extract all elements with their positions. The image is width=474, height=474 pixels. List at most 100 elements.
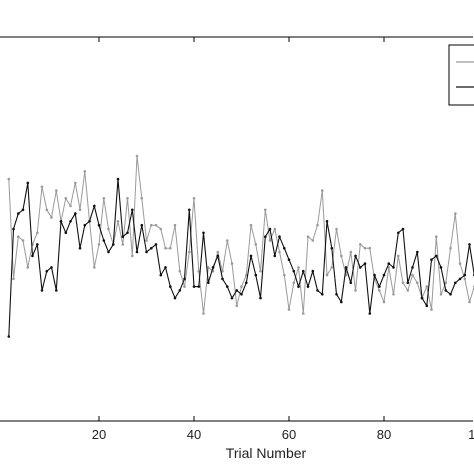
- series-2-point-68: [325, 220, 329, 223]
- series-2-point-11: [55, 289, 58, 292]
- series-2-point-16: [78, 246, 82, 250]
- series-1-point-70: [335, 227, 338, 231]
- series-2-point-67: [321, 293, 324, 296]
- series-2-point-84: [401, 227, 405, 231]
- series-1-point-66: [316, 223, 319, 227]
- series-2-point-47: [226, 285, 229, 288]
- series-1-point-22: [107, 227, 110, 231]
- series-2-point-38: [183, 277, 186, 281]
- series-1-point-21: [102, 197, 106, 200]
- series-2-point-1: [7, 335, 11, 338]
- series-1-point-19: [93, 266, 96, 269]
- series-2-point-57: [273, 254, 277, 258]
- legend: [448, 44, 474, 106]
- x-tick-label-20: 20: [92, 427, 106, 442]
- series-1-point-63: [302, 312, 305, 315]
- series-2-point-39: [188, 208, 191, 212]
- series-layer: [7, 154, 474, 338]
- series-2-point-12: [59, 220, 63, 223]
- series-1-point-11: [55, 189, 58, 192]
- series-2-point-32: [154, 243, 158, 246]
- series-2-point-96: [458, 277, 462, 281]
- series-1-point-59: [283, 273, 286, 277]
- series-2-point-44: [211, 266, 215, 269]
- series-1-point-47: [226, 239, 229, 242]
- series-2-point-74: [354, 254, 357, 258]
- series-1-point-95: [454, 212, 457, 215]
- series-2-point-3: [17, 212, 20, 215]
- series-1-point-43: [207, 266, 210, 269]
- series-1-point-14: [69, 204, 72, 208]
- series-2-point-89: [425, 304, 429, 308]
- series-2-point-58: [278, 235, 281, 238]
- series-1-point-1: [7, 177, 11, 181]
- series-2-point-93: [444, 289, 448, 292]
- series-2-point-24: [116, 177, 120, 181]
- series-2-point-20: [97, 223, 101, 227]
- series-1-point-81: [387, 266, 391, 269]
- series-2-point-42: [202, 231, 205, 235]
- series-2-point-77: [368, 312, 372, 315]
- series-2-point-88: [420, 296, 424, 300]
- series-1-point-74: [354, 289, 357, 292]
- series-1-point-96: [458, 262, 462, 265]
- series-1-point-7: [36, 231, 39, 235]
- series-2-point-98: [468, 243, 471, 246]
- series-2-point-90: [430, 258, 433, 262]
- series-2-point-40: [192, 285, 196, 288]
- series-2-point-31: [150, 246, 153, 250]
- series-1-point-34: [164, 246, 167, 250]
- series-1-point-98: [468, 300, 471, 304]
- series-1-point-51: [245, 273, 248, 277]
- series-1-point-84: [401, 281, 405, 285]
- series-1-point-87: [416, 281, 419, 285]
- series-1-point-28: [135, 154, 139, 158]
- series-1-point-24: [116, 220, 120, 223]
- series-2-point-26: [126, 231, 129, 235]
- series-1-point-60: [287, 308, 291, 311]
- series-1-point-42: [202, 312, 205, 315]
- series-1-point-97: [463, 277, 467, 281]
- series-2-point-69: [330, 246, 334, 250]
- series-2-point-36: [173, 296, 177, 300]
- series-2-point-23: [112, 243, 115, 246]
- series-1-point-35: [169, 246, 172, 250]
- series-2-point-18: [88, 220, 91, 223]
- series-1-point-10: [50, 216, 53, 219]
- series-2-point-82: [392, 266, 395, 269]
- series-2-point-83: [397, 231, 400, 235]
- series-1-point-2: [12, 277, 15, 281]
- series-1-point-20: [97, 243, 101, 246]
- series-2-point-75: [359, 266, 362, 269]
- series-1-point-48: [230, 262, 234, 265]
- series-2-point-35: [169, 285, 172, 288]
- series-2-point-87: [416, 250, 419, 254]
- series-1-point-30: [145, 239, 148, 242]
- series-2-point-49: [235, 289, 239, 292]
- series-2-point-95: [454, 281, 457, 285]
- series-2-point-61: [292, 269, 296, 273]
- series-1-point-53: [254, 243, 258, 246]
- series-1-point-31: [150, 223, 153, 227]
- series-1-point-54: [259, 269, 262, 273]
- series-1-point-80: [382, 300, 386, 304]
- series-1-point-3: [17, 235, 20, 238]
- series-1-point-37: [178, 269, 182, 273]
- series-1-point-45: [216, 250, 220, 254]
- series-1-point-64: [306, 235, 310, 238]
- x-tick-label-100: 100: [468, 427, 474, 442]
- series-1-point-15: [74, 181, 77, 185]
- series-1-point-40: [192, 197, 196, 200]
- series-2-point-27: [131, 208, 134, 212]
- series-1-point-32: [154, 223, 158, 227]
- series-2-point-33: [159, 273, 163, 277]
- series-1-point-49: [235, 304, 239, 308]
- series-2-point-25: [121, 235, 125, 238]
- series-1-point-89: [425, 285, 429, 288]
- series-1-point-69: [330, 266, 334, 269]
- series-1-point-92: [439, 293, 443, 296]
- series-1-point-36: [173, 223, 177, 227]
- series-1-point-82: [392, 293, 395, 296]
- series-2-point-54: [259, 296, 262, 300]
